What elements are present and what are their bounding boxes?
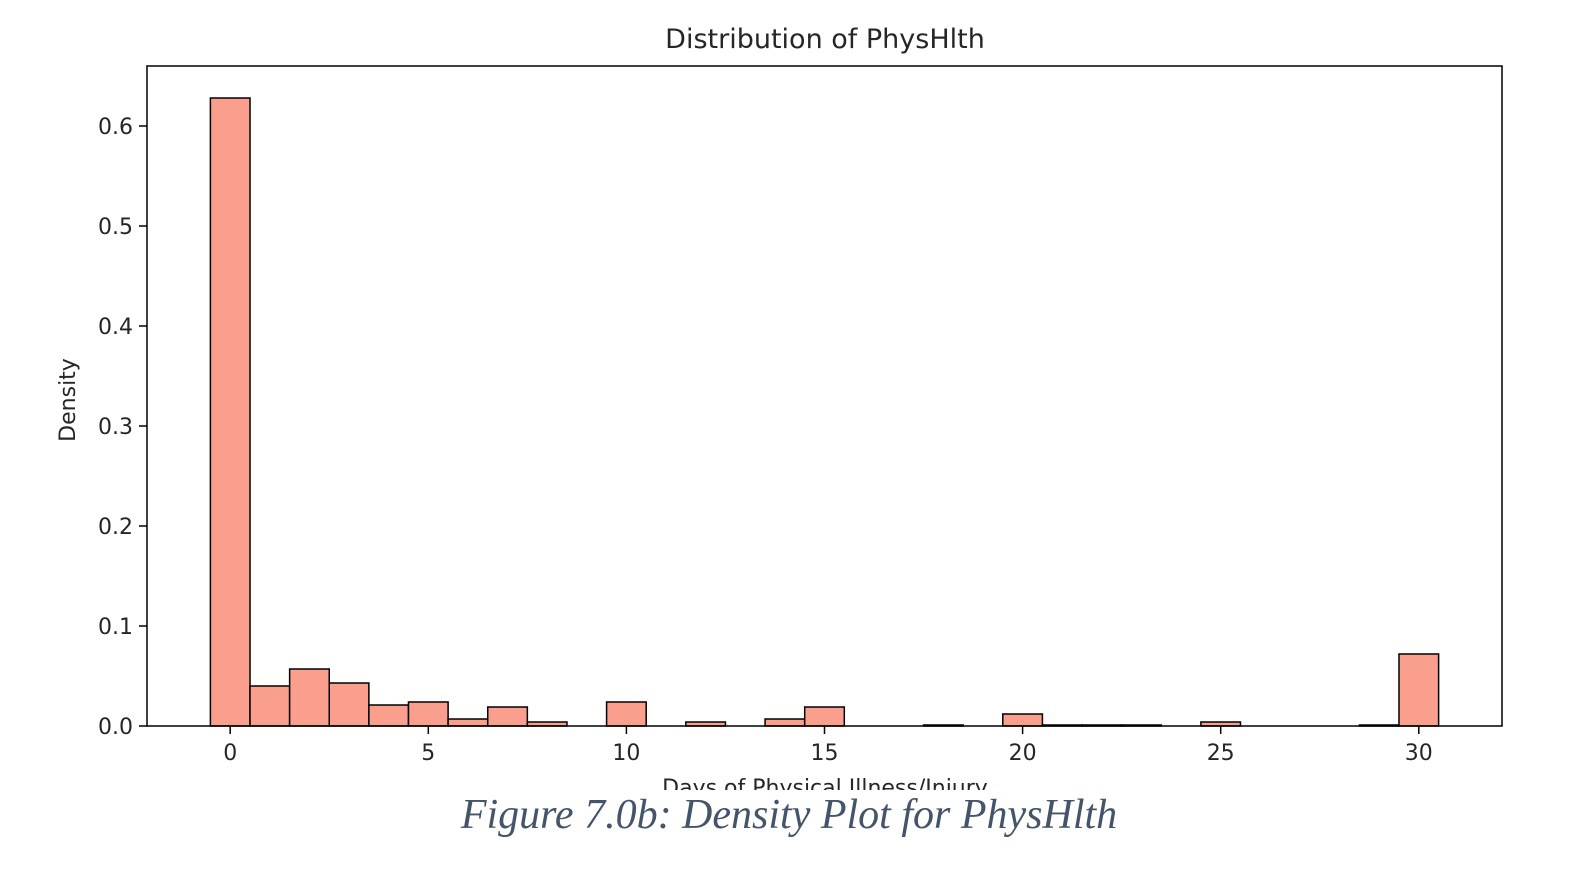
histogram-bar xyxy=(288,668,331,727)
histogram-bar xyxy=(486,706,529,727)
histogram-bar xyxy=(764,718,806,727)
histogram-bars xyxy=(209,97,1440,727)
x-tick-label: 0 xyxy=(223,741,237,766)
y-axis-ticks: 0.0 0.1 0.2 0.3 0.4 0.5 0.6 xyxy=(98,115,147,740)
y-tick-label: 0.1 xyxy=(98,615,133,640)
histogram-bar xyxy=(368,704,410,727)
histogram-bar xyxy=(328,682,370,727)
histogram-bar xyxy=(249,685,291,727)
histogram-bar xyxy=(1398,653,1440,727)
x-tick-label: 5 xyxy=(421,741,435,766)
x-tick-label: 30 xyxy=(1405,741,1433,766)
x-tick-label: 15 xyxy=(811,741,839,766)
figure-caption: Figure 7.0b: Density Plot for PhysHlth xyxy=(460,792,1118,838)
y-tick-label: 0.3 xyxy=(98,415,133,440)
density-histogram-chart: Distribution of PhysHlth 0 5 10 15 20 25 30 0.… xyxy=(56,24,1503,790)
x-axis-ticks: 0 5 10 15 20 25 30 xyxy=(223,726,1433,766)
x-tick-label: 25 xyxy=(1207,741,1235,766)
y-tick-label: 0.2 xyxy=(98,515,133,540)
histogram-bar xyxy=(1002,713,1044,727)
histogram-bar xyxy=(605,701,647,727)
x-axis-label: Days of Physical Illness/Injury xyxy=(662,776,988,790)
histogram-bar xyxy=(447,718,489,727)
y-tick-label: 0.5 xyxy=(98,215,133,240)
x-tick-label: 10 xyxy=(612,741,640,766)
chart-title: Distribution of PhysHlth xyxy=(665,24,985,55)
x-tick-label: 20 xyxy=(1009,741,1037,766)
y-tick-label: 0.4 xyxy=(98,315,133,340)
histogram-bar xyxy=(803,706,846,727)
y-tick-label: 0.0 xyxy=(98,715,133,740)
histogram-bar xyxy=(407,701,449,727)
histogram-bar xyxy=(209,97,251,727)
y-axis-label: Density xyxy=(56,358,81,442)
y-tick-label: 0.6 xyxy=(98,115,133,140)
plot-area-frame xyxy=(146,65,1503,727)
